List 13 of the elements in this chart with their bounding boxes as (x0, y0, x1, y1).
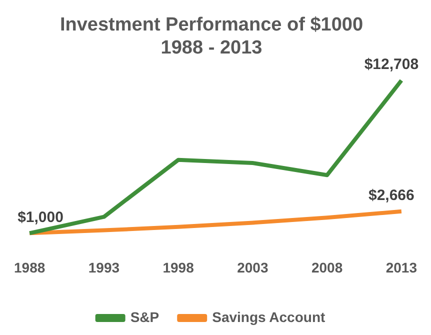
x-tick-label: 1993 (88, 259, 120, 276)
x-tick-label: 1988 (14, 259, 46, 276)
x-tick-label: 2013 (386, 259, 418, 276)
data-label: $2,666 (368, 187, 414, 204)
legend-label: S&P (130, 308, 160, 325)
data-label: $12,708 (364, 56, 419, 74)
x-tick-label: 2003 (237, 259, 268, 276)
data-label: $1,000 (18, 208, 64, 226)
legend-label: Savings Account (212, 308, 326, 325)
x-tick-label: 2008 (311, 259, 343, 276)
x-tick-label: 1998 (162, 259, 194, 276)
chart-subtitle: 1988 - 2013 (160, 37, 262, 58)
chart-title: Investment Performance of $1000 (60, 14, 364, 36)
